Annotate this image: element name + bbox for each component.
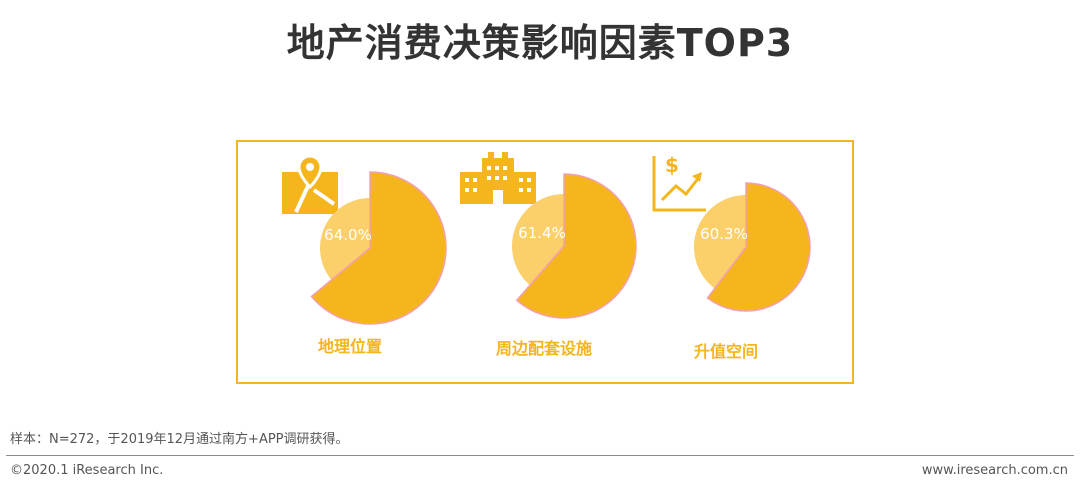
footer-divider <box>6 455 1074 456</box>
pie-category-label: 地理位置 <box>318 337 382 356</box>
pie-slice-remainder <box>319 197 370 280</box>
pie-value-label: 64.0% <box>324 226 372 244</box>
chart-frame <box>236 140 854 384</box>
map-pin-icon <box>282 154 338 214</box>
building-icon <box>460 152 536 204</box>
pie-slice-value <box>515 173 637 319</box>
pie-value-label: 61.4% <box>518 224 566 242</box>
svg-text:$: $ <box>665 153 679 177</box>
dollar-growth-icon: $ <box>652 153 706 212</box>
pie-slice-value <box>706 182 811 312</box>
pie-slice-remainder <box>693 194 746 289</box>
pie-category-label: 升值空间 <box>694 342 758 361</box>
pie-value-label: 60.3% <box>700 225 748 243</box>
page-title: 地产消费决策影响因素TOP3 <box>286 21 794 65</box>
pie-slice-remainder <box>512 194 564 286</box>
copyright-text: ©2020.1 iResearch Inc. <box>10 463 164 478</box>
pie-slice-value <box>310 171 447 325</box>
source-note: 样本：N=272，于2019年12月通过南方+APP调研获得。 <box>10 432 349 447</box>
pie-category-label: 周边配套设施 <box>496 339 592 358</box>
website-link[interactable]: www.iresearch.com.cn <box>921 463 1068 478</box>
